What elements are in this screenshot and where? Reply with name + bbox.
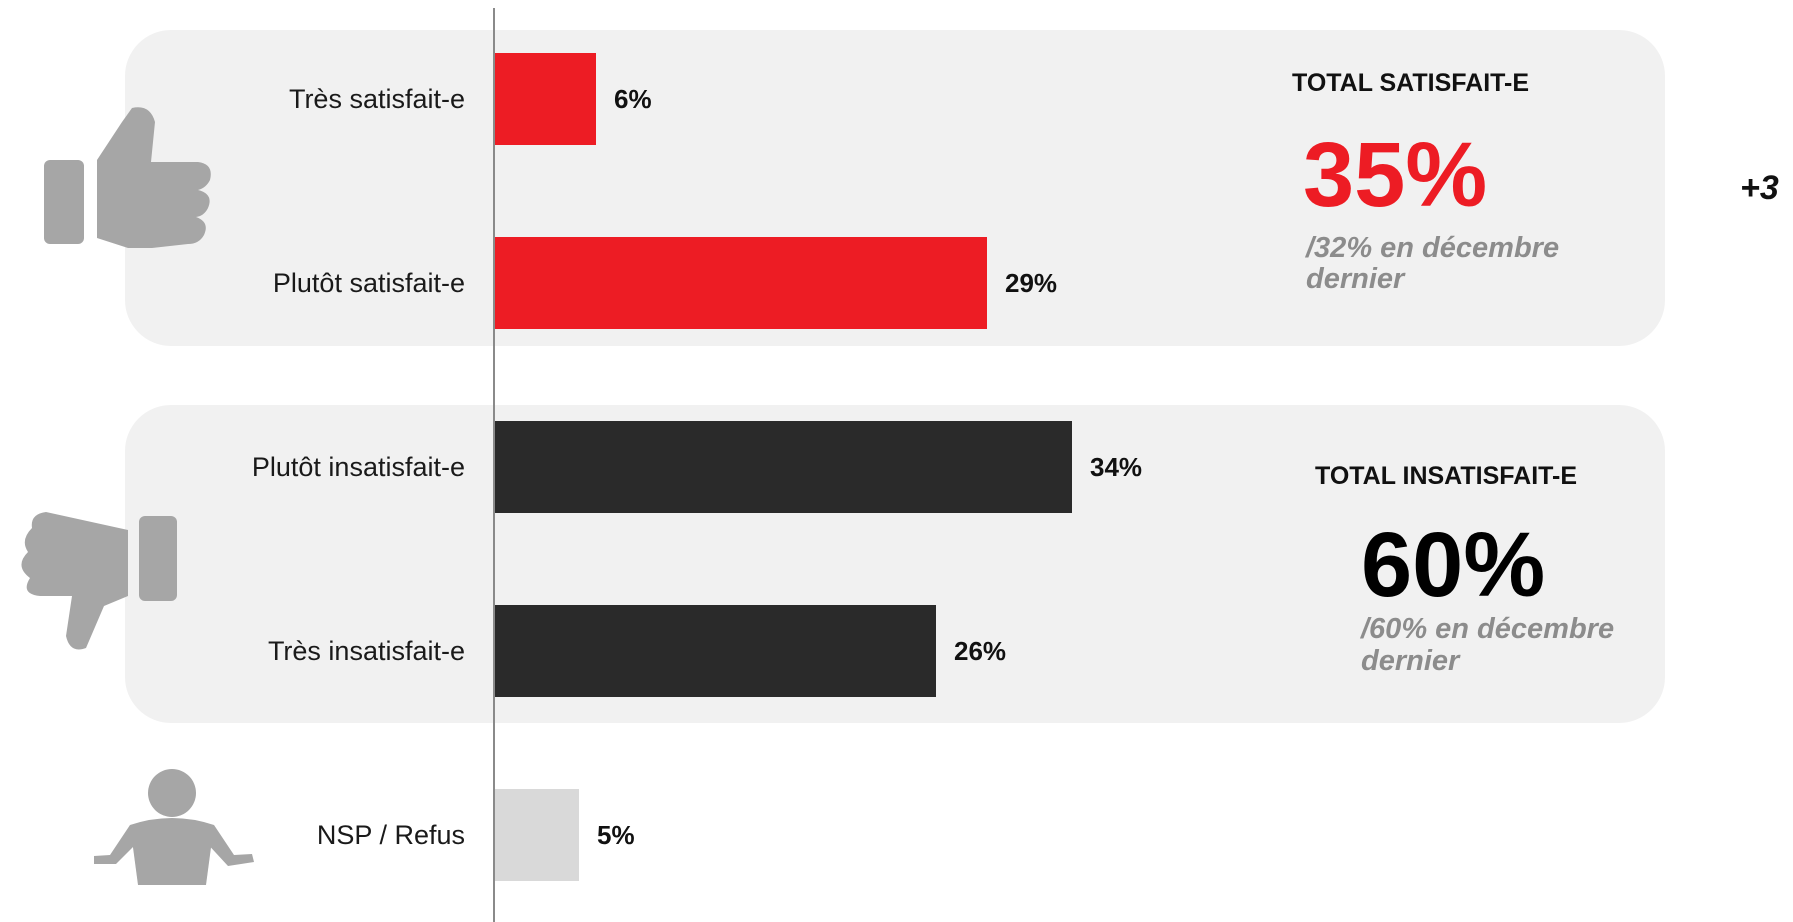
value-label-plutot-insatisfait-e: 34%: [1090, 452, 1142, 482]
category-label-tres-satisfait-e: Très satisfait-e: [289, 84, 465, 114]
satisfied-delta: +3: [1740, 169, 1779, 207]
bar-tres-insatisfait-e: [494, 605, 936, 697]
total-dissatisfied-compare-line1: /60% en décembre: [1359, 613, 1614, 645]
bar-nsp-refus: [494, 789, 579, 881]
category-label-plutot-satisfait-e: Plutôt satisfait-e: [273, 268, 465, 298]
bar-plutot-insatisfait-e: [494, 421, 1072, 513]
value-labels: 6% 29% 34% 26% 5%: [597, 84, 1142, 850]
value-label-tres-insatisfait-e: 26%: [954, 636, 1006, 666]
value-label-tres-satisfait-e: 6%: [614, 84, 652, 114]
total-dissatisfied-compare-line2: dernier: [1361, 645, 1461, 677]
total-dissatisfied-value: 60%: [1361, 514, 1545, 616]
category-label-plutot-insatisfait-e: Plutôt insatisfait-e: [252, 452, 465, 482]
total-satisfied-title: TOTAL SATISFAIT-E: [1292, 69, 1529, 97]
thumbs-up-icon: [44, 107, 211, 248]
value-label-nsp-refus: 5%: [597, 820, 635, 850]
total-satisfied-value: 35%: [1303, 124, 1487, 226]
category-label-tres-insatisfait-e: Très insatisfait-e: [268, 636, 465, 666]
category-labels: Très satisfait-e Plutôt satisfait-e Plutôt…: [252, 84, 465, 850]
value-label-plutot-satisfait-e: 29%: [1005, 268, 1057, 298]
bars-layer: [494, 53, 1072, 881]
total-satisfied-compare-line1: /32% en décembre: [1304, 232, 1559, 264]
bar-plutot-satisfait-e: [494, 237, 987, 329]
category-label-nsp-refus: NSP / Refus: [317, 820, 465, 850]
thumbs-down-icon: [21, 512, 177, 650]
bar-tres-satisfait-e: [494, 53, 596, 145]
shrugging-person-icon: [94, 769, 254, 885]
total-dissatisfied-title: TOTAL INSATISFAIT-E: [1315, 462, 1577, 490]
total-satisfied-compare-line2: dernier: [1306, 263, 1406, 295]
